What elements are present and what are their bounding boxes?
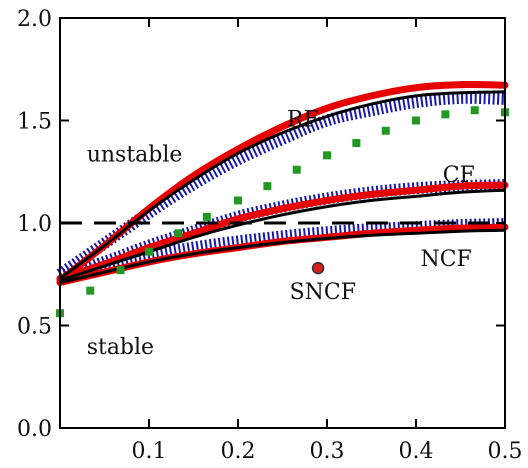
series-2-line xyxy=(59,90,506,280)
series-3-marker xyxy=(441,110,450,119)
x-tick-label: 0.4 xyxy=(399,439,434,464)
series-3-marker xyxy=(412,116,420,125)
series-3-marker xyxy=(116,266,125,275)
y-tick-label: 0.0 xyxy=(17,417,52,442)
annotation-layer: RF CF NCF SNCF unstable stable xyxy=(87,108,475,361)
point-layer xyxy=(311,261,325,275)
annotation-cf: CF xyxy=(443,163,475,188)
x-tick-label: 0.1 xyxy=(132,439,167,464)
y-tick-label: 2.0 xyxy=(17,7,52,32)
series-3-marker xyxy=(86,286,95,295)
y-tick-label: 1.5 xyxy=(17,110,52,135)
annotation-sncf: SNCF xyxy=(290,280,356,305)
x-tick-label: 0.5 xyxy=(488,439,523,464)
series-3-marker xyxy=(202,212,211,221)
series-8-line xyxy=(58,218,506,283)
series-4-line xyxy=(56,181,509,282)
series-3-marker xyxy=(174,229,183,238)
tick-label-layer: 0.1 0.2 0.3 0.4 0.5 0.0 0.5 1.0 1.5 2.0 xyxy=(17,7,523,464)
x-tick-label: 0.2 xyxy=(221,439,256,464)
y-tick-label: 1.0 xyxy=(17,212,52,237)
series-3-marker xyxy=(234,196,242,205)
series-1-line xyxy=(56,91,506,280)
y-tick-label: 0.5 xyxy=(17,315,52,340)
tick-layer xyxy=(60,17,506,429)
annotation-ncf: NCF xyxy=(420,247,471,272)
sncf-point xyxy=(311,261,325,275)
x-tick-label: 0.3 xyxy=(310,439,345,464)
series-3-marker xyxy=(352,139,361,148)
series-3-marker xyxy=(470,106,479,115)
annotation-unstable: unstable xyxy=(87,143,183,168)
annotation-rf: RF xyxy=(287,108,319,133)
series-3-marker xyxy=(263,182,272,191)
series-3-marker xyxy=(292,165,301,174)
series-6-line xyxy=(59,188,506,282)
series-layer xyxy=(56,81,509,318)
series-9-line xyxy=(59,228,506,284)
annotation-stable: stable xyxy=(87,335,154,360)
series-3-marker xyxy=(381,126,390,135)
series-3-marker xyxy=(323,151,331,160)
series-3-marker xyxy=(145,247,153,256)
